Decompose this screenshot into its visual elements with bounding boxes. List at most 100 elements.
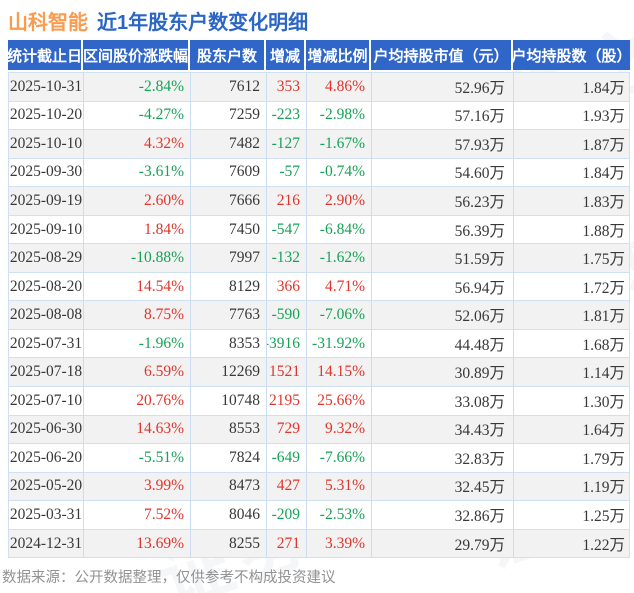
- cell-holder-count: 8553: [191, 415, 267, 444]
- cell-holder-count: 8129: [191, 272, 267, 301]
- cell-change-ratio: -7.66%: [307, 444, 372, 472]
- cell-change-ratio: 25.66%: [307, 387, 372, 415]
- cell-date: 2025-07-18: [9, 358, 84, 387]
- cell-change-ratio: 5.31%: [307, 472, 372, 501]
- cell-avg-market-value: 33.08万: [372, 387, 514, 415]
- table-row: 2025-08-08 8.75% 7763 -590 -7.06% 52.06万 1.81万: [9, 301, 629, 330]
- cell-change: 1521: [267, 358, 307, 387]
- cell-holder-count: 7450: [191, 215, 267, 244]
- table-row: 2025-10-20 -4.27% 7259 -223 -2.98% 57.16万 1.93…: [9, 101, 629, 131]
- header-cell-4: 增减比例: [306, 40, 371, 70]
- cell-avg-shares: 1.84万: [582, 165, 625, 183]
- cell-avg-shares: 1.93万: [582, 108, 625, 126]
- cell-date: 2025-06-20: [9, 444, 84, 472]
- cell-change: -3916: [267, 329, 307, 358]
- cell-holder-count: 7482: [191, 130, 267, 158]
- table-row: 2024-12-31 13.69% 8255 271 3.39% 29.79万 1.22万: [9, 529, 629, 559]
- cell-change-ratio: -1.62%: [307, 244, 372, 272]
- cell-change: 271: [267, 529, 307, 558]
- cell-change-ratio: -7.06%: [307, 301, 372, 329]
- cell-avg-market-value: 52.06万: [372, 301, 514, 329]
- cell-change: 353: [267, 73, 307, 101]
- header-cell-3: 增减: [266, 40, 306, 70]
- cell-avg-market-value: 51.59万: [372, 244, 514, 272]
- cell-holder-count: 7997: [191, 244, 267, 272]
- cell-holder-count: 7763: [191, 301, 267, 329]
- cell-date: 2025-10-10: [9, 130, 84, 158]
- cell-change: 2195: [267, 387, 307, 415]
- table-row: 2025-07-31 -1.96% 8353 -3916 -31.92% 44.48万 1.…: [9, 329, 629, 359]
- table-body: 2025-10-31 -2.84% 7612 353 4.86% 52.96万 1.84万 2…: [8, 72, 630, 559]
- report-subtitle: 近1年股东户数变化明细: [97, 12, 309, 34]
- cell-price-change: 6.59%: [84, 358, 191, 387]
- cell-price-change: 1.84%: [84, 215, 191, 244]
- cell-avg-market-value: 54.60万: [372, 158, 514, 187]
- cell-change: 366: [267, 272, 307, 301]
- cell-change-ratio: 9.32%: [307, 415, 372, 444]
- cell-date: 2025-06-30: [9, 415, 84, 444]
- cell-holder-count: 8353: [191, 329, 267, 358]
- cell-holder-count: 8473: [191, 472, 267, 501]
- cell-price-change: 4.32%: [84, 130, 191, 158]
- cell-change-ratio: 2.90%: [307, 187, 372, 215]
- cell-avg-shares: 1.25万: [582, 507, 625, 525]
- cell-date: 2025-07-31: [9, 329, 84, 358]
- cell-avg-market-value: 30.89万: [372, 358, 514, 387]
- table-row: 2025-09-30 -3.61% 7609 -57 -0.74% 54.60万 1.84万: [9, 158, 629, 188]
- table-row: 2025-06-30 14.63% 8553 729 9.32% 34.43万 1.64万: [9, 415, 629, 445]
- cell-price-change: 7.52%: [84, 501, 191, 529]
- cell-avg-shares: 1.75万: [582, 251, 625, 269]
- cell-date: 2024-12-31: [9, 529, 84, 558]
- cell-price-change: -1.96%: [84, 329, 191, 358]
- table-row: 2025-10-10 4.32% 7482 -127 -1.67% 57.93万 1.87万: [9, 130, 629, 159]
- cell-price-change: 20.76%: [84, 387, 191, 415]
- cell-date: 2025-09-30: [9, 158, 84, 187]
- cell-avg-shares: 1.72万: [582, 279, 625, 297]
- cell-price-change: -2.84%: [84, 73, 191, 101]
- cell-change: -547: [267, 215, 307, 244]
- cell-price-change: -3.61%: [84, 158, 191, 187]
- cell-price-change: 14.54%: [84, 272, 191, 301]
- cell-change-ratio: -1.67%: [307, 130, 372, 158]
- cell-change: 216: [267, 187, 307, 215]
- cell-avg-market-value: 32.45万: [372, 472, 514, 501]
- cell-price-change: -4.27%: [84, 101, 191, 130]
- cell-avg-market-value: 34.43万: [372, 415, 514, 444]
- cell-change-ratio: -0.74%: [307, 158, 372, 187]
- table-row: 2025-05-20 3.99% 8473 427 5.31% 32.45万 1.19万: [9, 472, 629, 502]
- cell-change-ratio: -2.53%: [307, 501, 372, 529]
- cell-date: 2025-08-20: [9, 272, 84, 301]
- cell-price-change: 2.60%: [84, 187, 191, 215]
- cell-date: 2025-10-31: [9, 73, 84, 101]
- cell-date: 2025-09-10: [9, 215, 84, 244]
- cell-date: 2025-08-29: [9, 244, 84, 272]
- table-row: 2025-03-31 7.52% 8046 -209 -2.53% 32.86万 1.25万: [9, 501, 629, 530]
- cell-avg-market-value: 56.39万: [372, 215, 514, 244]
- cell-avg-shares: 1.88万: [582, 222, 625, 240]
- cell-change: -57: [267, 158, 307, 187]
- cell-price-change: -10.88%: [84, 244, 191, 272]
- table-header-row: 统计截止日 区间股价涨跌幅 股东户数 增减 增减比例 户均持股市值（元） 户均持股数（股）: [8, 40, 630, 70]
- cell-holder-count: 7824: [191, 444, 267, 472]
- table-row: 2025-09-10 1.84% 7450 -547 -6.84% 56.39万 1.88万: [9, 215, 629, 245]
- cell-avg-market-value: 44.48万: [372, 329, 514, 358]
- cell-price-change: 3.99%: [84, 472, 191, 501]
- table-row: 2025-08-29 -10.88% 7997 -132 -1.62% 51.59万 1.7…: [9, 244, 629, 273]
- header-cell-6: 户均持股数（股）: [513, 40, 630, 70]
- table-row: 2025-07-10 20.76% 10748 2195 25.66% 33.08万 1.3…: [9, 387, 629, 416]
- cell-change-ratio: 14.15%: [307, 358, 372, 387]
- cell-avg-market-value: 56.94万: [372, 272, 514, 301]
- cell-holder-count: 7612: [191, 73, 267, 101]
- cell-change: -209: [267, 501, 307, 529]
- cell-holder-count: 7666: [191, 187, 267, 215]
- shareholder-table: 统计截止日 区间股价涨跌幅 股东户数 增减 增减比例 户均持股市值（元） 户均持股数（股） …: [8, 40, 630, 559]
- stock-name: 山科智能: [8, 12, 88, 34]
- header-cell-5: 户均持股市值（元）: [371, 40, 513, 70]
- cell-avg-market-value: 57.16万: [372, 101, 514, 130]
- cell-date: 2025-07-10: [9, 387, 84, 415]
- table-row: 2025-08-20 14.54% 8129 366 4.71% 56.94万 1.72万: [9, 272, 629, 302]
- cell-avg-market-value: 32.86万: [372, 501, 514, 529]
- table-row: 2025-06-20 -5.51% 7824 -649 -7.66% 32.83万 1.79…: [9, 444, 629, 473]
- cell-date: 2025-05-20: [9, 472, 84, 501]
- cell-change-ratio: -2.98%: [307, 101, 372, 130]
